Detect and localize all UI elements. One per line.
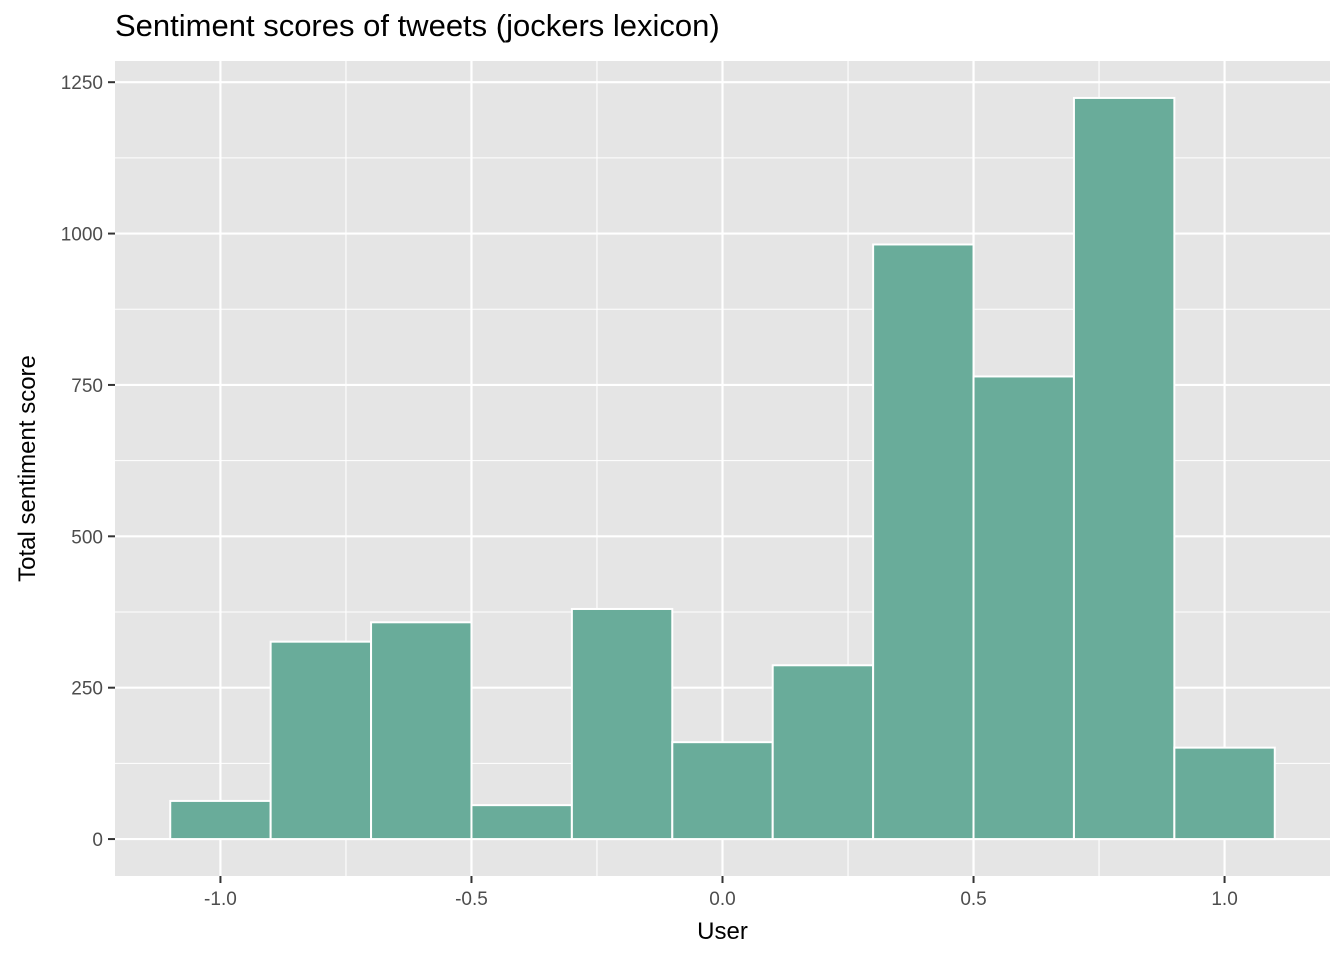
- x-tick-label: 0.0: [709, 889, 735, 910]
- histogram-bar: [1173, 746, 1276, 841]
- y-tick-label: 250: [71, 679, 103, 700]
- x-tick-label: -0.5: [455, 889, 488, 910]
- histogram-bar: [972, 375, 1075, 841]
- y-tick-label: 0: [92, 830, 103, 851]
- y-tick-label: 750: [71, 376, 103, 397]
- histogram-bar: [570, 607, 674, 841]
- histogram-bar: [470, 804, 573, 841]
- x-tick-label: -1.0: [204, 889, 237, 910]
- y-axis: 0 250 500 750 1000 1250: [61, 73, 115, 851]
- x-axis-title: User: [697, 918, 748, 945]
- chart-title: Sentiment scores of tweets (jockers lexi…: [115, 8, 720, 43]
- histogram-bar: [370, 621, 473, 841]
- y-axis-title: Total sentiment score: [14, 355, 41, 582]
- y-tick-label: 1250: [61, 73, 103, 94]
- histogram-bar: [269, 640, 373, 841]
- x-tick-label: 1.0: [1211, 889, 1237, 910]
- histogram-bar: [872, 243, 975, 841]
- x-axis: -1.0 -0.5 0.0 0.5 1.0: [204, 876, 1238, 910]
- histogram-bar: [671, 741, 774, 841]
- x-tick-label: 0.5: [960, 889, 986, 910]
- histogram-bar: [169, 799, 272, 841]
- y-tick-label: 500: [71, 527, 103, 548]
- bars: [169, 96, 1276, 841]
- y-tick-label: 1000: [61, 225, 103, 246]
- histogram-bar: [771, 664, 875, 841]
- histogram-bar: [1072, 96, 1176, 841]
